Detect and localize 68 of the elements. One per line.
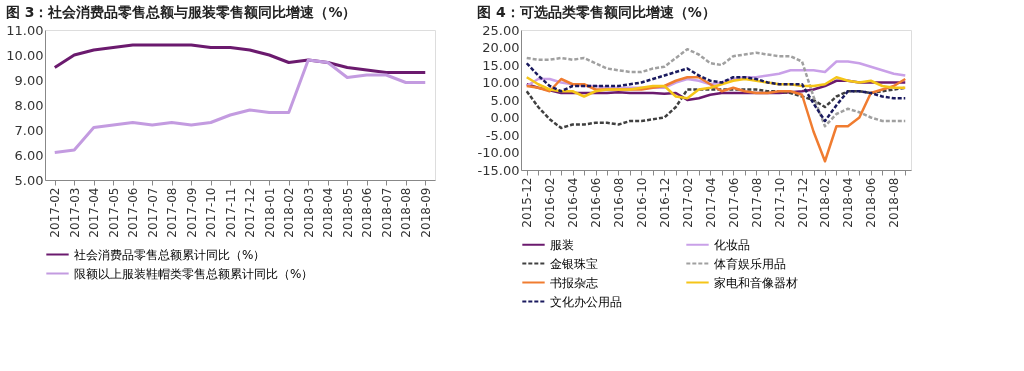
x-tick-label: 2017-05 <box>106 187 121 238</box>
x-tick-label: 2018-06 <box>360 187 375 238</box>
x-tick-label: 2018-04 <box>841 177 856 228</box>
x-tick-label: 2017-08 <box>165 187 180 238</box>
x-tick-label: 2016-02 <box>543 177 558 228</box>
y-tick-label: 10.00 <box>6 47 44 63</box>
y-tick-label: 20.00 <box>482 40 520 55</box>
y-tick-label: 0.00 <box>490 110 520 125</box>
x-tick-label: 2018-02 <box>282 187 297 238</box>
legend-label: 化妆品 <box>714 237 750 252</box>
legend-label: 家电和音像器材 <box>714 275 798 290</box>
y-tick-label: 7.00 <box>14 122 44 138</box>
y-tick-label: 5.00 <box>14 172 44 188</box>
line-series <box>53 43 427 74</box>
legend-label: 社会消费品零售总额累计同比（%） <box>74 247 266 262</box>
x-tick-label: 2017-04 <box>87 187 102 238</box>
legend-label: 体育娱乐用品 <box>714 256 786 271</box>
legend-label: 限额以上服装鞋帽类零售总额累计同比（%） <box>74 266 314 281</box>
legend-label: 书报杂志 <box>550 275 598 290</box>
x-tick-label: 2018-03 <box>301 187 316 238</box>
y-tick-label: 6.00 <box>14 147 44 163</box>
x-tick-label: 2017-06 <box>126 187 141 238</box>
y-tick-label: 8.00 <box>14 97 44 113</box>
x-tick-label: 2018-08 <box>399 187 414 238</box>
x-tick-label: 2016-04 <box>566 177 581 228</box>
x-tick-label: 2018-07 <box>379 187 394 238</box>
x-tick-label: 2017-07 <box>145 187 160 238</box>
x-tick-label: 2017-06 <box>726 177 741 228</box>
x-tick-label: 2017-02 <box>48 187 63 238</box>
x-tick-label: 2018-04 <box>321 187 336 238</box>
x-tick-label: 2017-03 <box>67 187 82 238</box>
legend-label: 文化办公用品 <box>550 294 622 309</box>
y-tick-label: 15.00 <box>482 57 520 73</box>
x-tick-label: 2018-06 <box>864 177 879 228</box>
legend-label: 服装 <box>550 237 574 252</box>
x-tick-label: 2017-11 <box>223 187 238 238</box>
x-tick-label: 2017-12 <box>243 187 258 238</box>
x-tick-label: 2016-08 <box>612 177 626 228</box>
x-tick-label: 2017-08 <box>749 177 764 228</box>
y-tick-label: -10.00 <box>477 145 520 160</box>
y-tick-label: -15.00 <box>477 162 520 178</box>
x-tick-label: 2018-09 <box>418 187 433 238</box>
x-tick-label: 2017-10 <box>772 177 787 228</box>
x-tick-label: 2018-02 <box>818 177 833 228</box>
x-tick-label: 2016-12 <box>657 177 672 228</box>
x-tick-label: 2017-12 <box>795 177 810 228</box>
line-series <box>53 58 427 154</box>
x-tick-label: 2018-01 <box>262 187 277 238</box>
chart-title: 图 3：社会消费品零售总额与服装零售额同比增速（%） <box>5 4 357 20</box>
x-tick-label: 2018-05 <box>340 187 355 238</box>
x-tick-label: 2016-06 <box>589 177 604 228</box>
y-tick-label: -5.00 <box>485 127 520 143</box>
chart-title: 图 4：可选品类零售额同比增速（%） <box>477 4 716 20</box>
x-tick-label: 2017-04 <box>703 177 718 228</box>
line-series <box>525 62 907 123</box>
y-tick-label: 11.00 <box>6 22 44 38</box>
x-tick-label: 2017-09 <box>184 187 199 238</box>
y-tick-label: 9.00 <box>14 72 44 88</box>
y-tick-label: 10.00 <box>482 75 520 90</box>
legend-label: 金银珠宝 <box>550 256 598 271</box>
x-tick-label: 2015-12 <box>520 177 535 228</box>
line-series <box>525 48 907 128</box>
y-tick-label: 5.00 <box>490 92 520 108</box>
x-tick-label: 2016-10 <box>634 177 649 228</box>
x-tick-label: 2017-02 <box>680 177 695 228</box>
y-tick-label: 25.00 <box>482 22 520 38</box>
x-tick-label: 2018-08 <box>887 177 902 228</box>
x-tick-label: 2017-10 <box>204 187 219 238</box>
